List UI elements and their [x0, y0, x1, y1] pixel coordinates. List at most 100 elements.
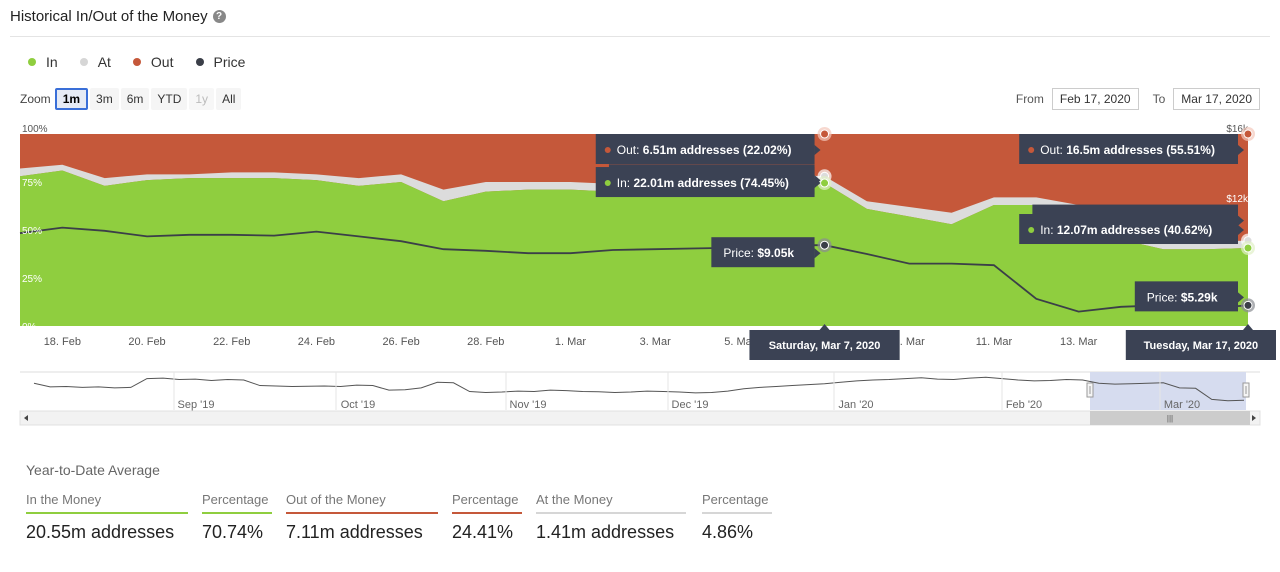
- x-tick-9-mar: 9. Mar: [894, 336, 926, 348]
- date-tooltip-box: [1125, 330, 1276, 360]
- scrollbar-thumb[interactable]: [1090, 411, 1250, 425]
- x-tick-13-mar: 13. Mar: [1060, 336, 1098, 348]
- ytd-title: Year-to-Date Average: [26, 462, 160, 478]
- navigator-tick-feb-20: Feb '20: [1006, 399, 1042, 411]
- navigator-tick-sep-19: Sep '19: [178, 399, 215, 411]
- tooltip-value: 12.07m addresses (40.62%): [1057, 223, 1212, 237]
- date-range: From Feb 17, 2020 To Mar 17, 2020: [1016, 88, 1260, 110]
- y-left-tick-2: 50%: [22, 226, 42, 237]
- tooltip-box-in: [595, 167, 815, 198]
- zoom-button-all[interactable]: All: [216, 88, 242, 110]
- legend-label: Price: [213, 54, 246, 70]
- legend-dot-icon: [28, 58, 36, 66]
- x-tick-18-feb: 18. Feb: [44, 336, 81, 348]
- price-line: [19, 226, 1249, 313]
- marker-in: [1243, 243, 1253, 253]
- tooltip-label: Price:: [723, 246, 757, 260]
- x-tick-24-feb: 24. Feb: [298, 336, 335, 348]
- legend-label: Out: [150, 54, 174, 70]
- ytd-column-head: In the Money: [26, 492, 188, 514]
- title-divider: [10, 36, 1270, 37]
- legend-item-at[interactable]: At: [79, 54, 111, 70]
- date-tooltip-arrow: [1243, 324, 1253, 330]
- marker-price: [1243, 300, 1253, 310]
- tooltip-text-price: Price: $5.29k: [1147, 290, 1218, 304]
- in-area: [20, 170, 1248, 326]
- ytd-column-value: 1.41m addresses: [536, 522, 675, 542]
- tooltip-arrow: [1238, 292, 1244, 303]
- ytd-column-in-the-money: In the Money 20.55m addresses: [26, 492, 188, 543]
- date-tooltip-box: [749, 330, 900, 360]
- tooltip-label: In:: [1040, 223, 1057, 237]
- tooltip-value: 16.5m addresses (55.51%): [1066, 143, 1215, 157]
- navigator-line: [33, 376, 1245, 402]
- y-left-tick-3: 75%: [22, 178, 42, 189]
- tooltip-group-0: Out: 6.51m addresses (22.02%)At: 1.04m a…: [595, 127, 900, 360]
- legend-label: In: [46, 54, 58, 70]
- ytd-column-head: Percentage: [702, 492, 772, 514]
- ytd-column-percentage: Percentage 4.86%: [702, 492, 772, 543]
- tooltip-text-out: Out: 6.51m addresses (22.02%): [617, 143, 792, 157]
- tooltip-arrow: [1238, 215, 1244, 226]
- legend-item-in[interactable]: In: [28, 54, 58, 70]
- date-tooltip-text: Saturday, Mar 7, 2020: [769, 340, 881, 352]
- from-date-input[interactable]: Feb 17, 2020: [1051, 88, 1139, 110]
- ytd-column-out-of-the-money: Out of the Money 7.11m addresses: [286, 492, 438, 543]
- tooltip-box-in: [1019, 214, 1238, 245]
- tooltip-value: $5.29k: [1181, 290, 1218, 304]
- zoom-button-6m[interactable]: 6m: [120, 88, 150, 110]
- scrollbar-grip-icon: |||: [1167, 414, 1173, 423]
- marker-out: [820, 129, 830, 139]
- tooltip-value: $9.05k: [757, 246, 794, 260]
- navigator-selection[interactable]: [1090, 372, 1246, 410]
- legend-item-out[interactable]: Out: [132, 54, 174, 70]
- tooltip-box-out: [595, 134, 815, 164]
- y-left-tick-4: 100%: [22, 124, 48, 135]
- legend-dot-icon: [79, 58, 88, 66]
- to-label: To: [1152, 92, 1166, 106]
- x-tick-5-mar: 5. Mar: [724, 336, 756, 348]
- tooltip-arrow: [814, 178, 821, 189]
- marker-price: [820, 240, 830, 250]
- question-circle-icon[interactable]: ?: [212, 10, 226, 23]
- chart-title: Historical In/Out of the Money ?: [10, 8, 226, 25]
- ytd-column-value: 7.11m addresses: [286, 522, 423, 542]
- tooltip-label: Out:: [1040, 143, 1066, 157]
- y-left-tick-0: 0%: [22, 322, 37, 333]
- tooltip-arrow: [814, 145, 821, 155]
- scroll-left-arrow-icon[interactable]: [24, 415, 28, 421]
- marker-out: [1243, 129, 1253, 139]
- zoom-button-ytd[interactable]: YTD: [151, 88, 188, 110]
- navigator-tick-dec-19: Dec '19: [672, 399, 709, 411]
- tooltip-label: In:: [617, 176, 634, 190]
- from-label: From: [1015, 92, 1044, 106]
- tooltip-dot-icon: [604, 180, 611, 187]
- chart-title-text: Historical In/Out of the Money: [10, 8, 208, 25]
- tooltip-text-in: In: 22.01m addresses (74.45%): [617, 176, 789, 190]
- x-tick-22-feb: 22. Feb: [213, 336, 250, 348]
- zoom-label: Zoom: [20, 92, 51, 106]
- navigator-tick-nov-19: Nov '19: [510, 399, 547, 411]
- ytd-column-value: 4.86%: [702, 522, 754, 542]
- legend-item-price[interactable]: Price: [195, 54, 246, 70]
- y-right-tick-1: $16k: [1226, 124, 1249, 135]
- in-out-money-chart[interactable]: 0% 25% 50% 75% 100% $12k $16k 18. Feb 20. Feb 22.…: [0, 118, 1280, 434]
- zoom-controls: Zoom 1m 3m 6m YTD 1y All: [20, 88, 243, 110]
- zoom-button-3m[interactable]: 3m: [90, 88, 119, 110]
- tooltip-arrow: [1238, 225, 1244, 236]
- to-date-input[interactable]: Mar 17, 2020: [1173, 88, 1260, 110]
- tooltip-box-out: [1019, 134, 1238, 164]
- ytd-column-head: Percentage: [202, 492, 272, 514]
- tooltip-box-price: [711, 237, 815, 268]
- x-tick-1-mar: 1. Mar: [555, 336, 587, 348]
- scroll-right-arrow-icon[interactable]: [1252, 415, 1256, 421]
- tooltip-box-price: [1134, 281, 1238, 312]
- tooltip-text-price: Price: $9.05k: [723, 246, 794, 260]
- ytd-column-head: Percentage: [452, 492, 522, 514]
- ytd-column-percentage: Percentage 24.41%: [452, 492, 522, 543]
- ytd-column-value: 20.55m addresses: [26, 522, 175, 542]
- zoom-button-1m[interactable]: 1m: [54, 88, 89, 110]
- navigator-tick-mar-20: Mar '20: [1164, 399, 1200, 411]
- scrollbar-track[interactable]: [19, 410, 1261, 426]
- date-tooltip-arrow: [819, 324, 830, 330]
